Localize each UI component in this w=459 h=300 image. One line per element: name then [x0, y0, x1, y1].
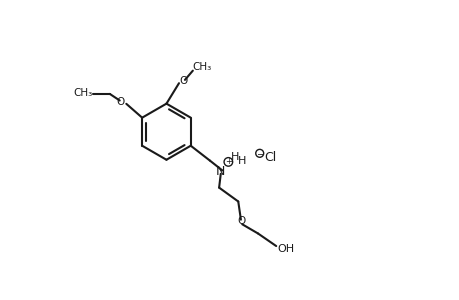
Text: Cl: Cl [263, 152, 276, 164]
Text: N: N [216, 165, 225, 178]
Text: O: O [116, 97, 124, 106]
Text: O: O [237, 216, 245, 226]
Text: O: O [179, 76, 188, 86]
Text: CH₃: CH₃ [192, 62, 211, 72]
Text: H: H [237, 156, 246, 166]
Text: OH: OH [276, 244, 293, 254]
Text: H: H [230, 152, 239, 162]
Text: +: + [224, 158, 231, 166]
Text: CH₃: CH₃ [73, 88, 93, 98]
Text: −: − [255, 149, 263, 158]
